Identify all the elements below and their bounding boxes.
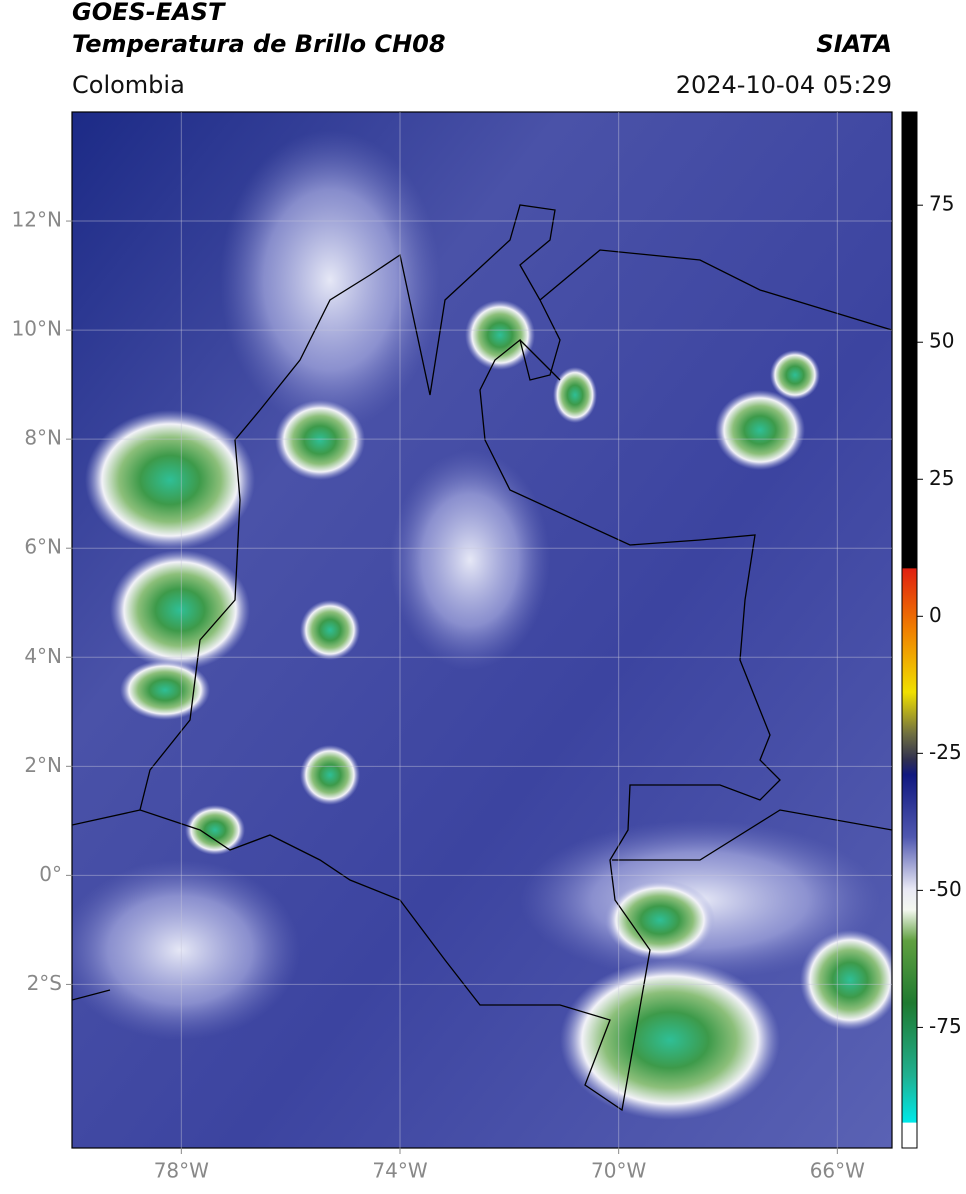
y-tick-label: 2°N [24,753,62,777]
colorbar-tick-label: 75 [929,192,954,216]
colorbar-tick-label: 50 [929,329,954,353]
colorbar-tick-label: -50 [929,877,962,901]
colorbar-tick-label: 0 [929,603,942,627]
y-tick-label: 4°N [24,644,62,668]
colorbar-tick-label: 25 [929,466,954,490]
y-tick-label: 2°S [27,971,62,995]
map-frame [71,111,893,1149]
satellite-name: GOES-EAST [72,0,226,26]
x-tick-label: 66°W [810,1159,865,1183]
colorbar [901,111,918,1149]
x-tick-label: 74°W [372,1159,427,1183]
y-tick-label: 12°N [12,208,62,232]
colorbar-tick-label: -75 [929,1014,962,1038]
datetime: 2024-10-04 05:29 [676,71,892,99]
x-tick-label: 70°W [591,1159,646,1183]
colorbar-tick-label: -25 [929,740,962,764]
y-tick-label: 0° [39,862,62,886]
region-name: Colombia [72,71,185,99]
y-tick-label: 8°N [24,426,62,450]
x-tick-label: 78°W [154,1159,209,1183]
map-image [72,112,892,1148]
product-name: Temperatura de Brillo CH08 [72,30,446,58]
y-tick-label: 10°N [12,317,62,341]
y-tick-label: 6°N [24,535,62,559]
source-name: SIATA [816,30,892,58]
